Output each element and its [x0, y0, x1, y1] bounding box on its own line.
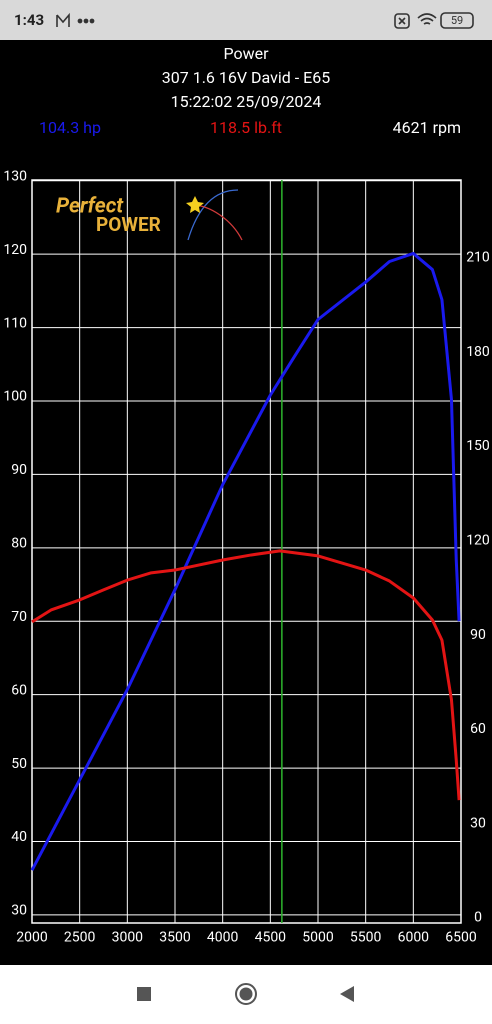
x-tick-label: 3000 — [112, 930, 144, 946]
plot-frame — [31, 179, 462, 924]
y2-tick-label: 60 — [470, 721, 486, 737]
x-tick-label: 2500 — [64, 930, 96, 946]
y-tick-label: 40 — [11, 829, 27, 845]
readout-rpm: 4621 rpm — [393, 118, 461, 137]
plot: 30 40 50 60 70 80 90 100 110 120 130 2000 2500 3000 35… — [3, 168, 490, 945]
status-icons-left — [56, 12, 95, 27]
y-tick-label: 50 — [11, 756, 27, 772]
status-time: 1:43 — [14, 11, 44, 29]
nav-home[interactable] — [235, 983, 257, 1005]
y-tick-label: 130 — [3, 168, 27, 184]
readout-hp: 104.3 hp — [39, 118, 101, 137]
series-line — [31, 549, 461, 801]
y-tick-label: 100 — [3, 389, 27, 405]
battery-level: 59 — [451, 14, 463, 27]
x-tick-label: 2000 — [16, 930, 48, 946]
y-tick-label: 80 — [11, 536, 27, 552]
x-tick-label: 4000 — [207, 930, 239, 946]
status-bar — [0, 0, 492, 40]
y2-tick-label: 30 — [470, 815, 486, 831]
chart-subtitle: 307 1.6 16V David - E65 — [162, 68, 330, 87]
logo-text: Perfect — [56, 195, 124, 219]
y2-tick-label: 210 — [466, 250, 490, 266]
x-tick-label: 5500 — [350, 930, 382, 946]
y-tick-label: 110 — [3, 315, 27, 331]
y-tick-label: 90 — [11, 462, 27, 478]
x-tick-label: 6000 — [398, 930, 430, 946]
y2-tick-label: 120 — [466, 533, 490, 549]
y-tick-label: 60 — [11, 682, 27, 698]
y-tick-label: 70 — [11, 609, 27, 625]
nav-recents[interactable] — [137, 987, 151, 1001]
y2-tick-label: 180 — [466, 344, 490, 360]
nav-back[interactable] — [340, 986, 354, 1002]
series-line — [30, 251, 461, 871]
y-tick-label: 30 — [11, 903, 27, 919]
y-tick-label: 120 — [3, 242, 27, 258]
chart-timestamp: 15:22:02 25/09/2024 — [171, 92, 322, 111]
x-tick-label: 6500 — [445, 930, 477, 946]
logo-text: POWER — [96, 213, 161, 236]
y2-tick-label: 0 — [474, 910, 482, 926]
logo-mark — [186, 189, 243, 241]
x-tick-label: 4500 — [255, 930, 287, 946]
chart-title: Power — [223, 44, 269, 63]
x-tick-label: 3500 — [159, 930, 191, 946]
x-tick-label: 5000 — [302, 930, 334, 946]
y2-tick-label: 90 — [470, 627, 486, 643]
y2-tick-label: 150 — [466, 438, 490, 454]
readout-torque: 118.5 lb.ft — [210, 118, 282, 137]
status-icons-right — [394, 12, 474, 29]
